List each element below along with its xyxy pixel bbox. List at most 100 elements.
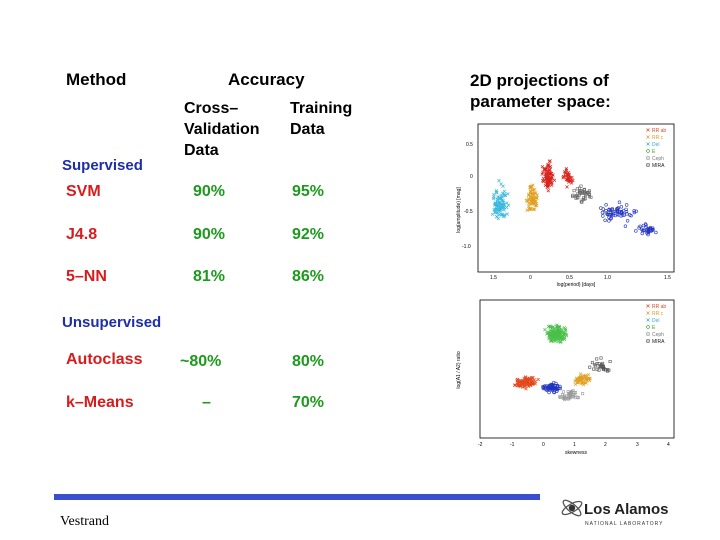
logo-text: Los Alamos [584, 501, 668, 518]
cv-line3: Data [184, 142, 219, 159]
scatter-point [496, 194, 500, 199]
scatter-point [524, 387, 528, 391]
scatter-point [528, 383, 533, 388]
scatter-point [583, 197, 587, 201]
projection-title-line1: 2D projections of [470, 71, 609, 90]
scatter-point [619, 205, 624, 209]
scatter-point [623, 224, 628, 228]
scatter-point [501, 206, 506, 210]
scatter-point [609, 216, 614, 220]
scatter-point [566, 173, 570, 177]
atom-icon [561, 499, 583, 517]
footer-rule [54, 494, 540, 500]
scatter-point [528, 189, 533, 194]
training-line1: Training [290, 100, 353, 117]
scatter-point [634, 229, 638, 233]
scatter-point [583, 377, 588, 381]
scatter-point [595, 357, 599, 361]
scatter-point [601, 214, 605, 218]
scatter-point [531, 207, 536, 212]
scatter-point [607, 219, 611, 223]
scatter-point [534, 199, 538, 204]
scatter-point [578, 190, 582, 194]
scatter-point [584, 193, 588, 197]
scatter-point [578, 376, 582, 380]
scatter-point [582, 187, 586, 191]
scatter-point [505, 212, 509, 216]
scatter-point [554, 331, 558, 336]
scatter-point [569, 181, 574, 185]
projection-title-line2: parameter space: [470, 92, 611, 111]
scatter-point [572, 189, 576, 193]
scatter-point [611, 213, 615, 217]
scatter-point [546, 185, 550, 189]
logo-subtext: NATIONAL LABORATORY [585, 521, 663, 527]
scatter-point [578, 375, 583, 380]
scatter-point [646, 231, 651, 235]
scatter-point [556, 339, 560, 344]
cv-5nn: 81% [193, 268, 226, 285]
scatter-point [563, 327, 568, 331]
scatter-point [543, 174, 548, 179]
scatter-point [527, 207, 532, 212]
train-kmeans: 70% [292, 394, 325, 411]
method-header: Method [66, 70, 127, 89]
scatter-point [609, 212, 613, 217]
scatter-point [531, 183, 535, 187]
scatter-point [549, 387, 554, 391]
scatter-point [624, 209, 629, 214]
scatter-point [566, 176, 571, 180]
legend-label: Ceph [652, 332, 664, 338]
scatter-point [613, 213, 617, 218]
scatter-point [541, 385, 545, 389]
accuracy-header: Accuracy [228, 70, 305, 89]
scatter-point [540, 164, 545, 169]
scatter-point [548, 181, 553, 186]
legend-label: Del [652, 142, 660, 148]
scatter-point [586, 372, 591, 377]
scatter-point [543, 167, 547, 172]
method-j48: J4.8 [66, 226, 98, 243]
scatter-point [548, 335, 552, 340]
scatter-point [498, 201, 502, 205]
scatter-point [546, 179, 550, 183]
top-xtick-1: 0 [529, 275, 532, 281]
scatter-point [628, 213, 632, 217]
scatter-point [579, 200, 583, 204]
scatter-point [581, 392, 585, 396]
scatter-point [522, 384, 526, 388]
scatter-point [566, 397, 570, 401]
cv-j48: 90% [193, 226, 226, 243]
scatter-point [607, 368, 611, 372]
scatter-point [597, 368, 601, 372]
bottom-xtick-2: 0 [542, 442, 545, 448]
scatter-point [500, 191, 505, 195]
method-svm: SVM [66, 183, 101, 200]
scatter-point [607, 208, 611, 212]
scatter-point [578, 372, 583, 376]
scatter-point [543, 327, 547, 332]
method-autoclass: Autoclass [66, 351, 143, 368]
scatter-point [646, 339, 650, 343]
scatter-point [619, 214, 623, 218]
scatter-point [546, 163, 550, 167]
top-xlabel: log(period) [days] [557, 282, 596, 288]
scatter-point [625, 212, 629, 216]
scatter-point [516, 383, 521, 388]
scatter-point [632, 209, 636, 213]
legend-label: Ceph [652, 156, 664, 162]
scatter-point [492, 192, 496, 197]
scatter-point [543, 384, 547, 388]
scatter-point [536, 377, 540, 382]
scatter-point [533, 187, 537, 192]
scatter-point [599, 356, 603, 360]
scatter-point [562, 394, 566, 398]
scatter-point [550, 325, 555, 330]
scatter-point [584, 381, 588, 385]
legend-label: E [652, 149, 656, 155]
scatter-point [496, 211, 501, 216]
scatter-point [613, 209, 618, 214]
scatter-point [548, 330, 552, 335]
scatter-point [608, 360, 612, 364]
scatter-point [526, 377, 530, 382]
